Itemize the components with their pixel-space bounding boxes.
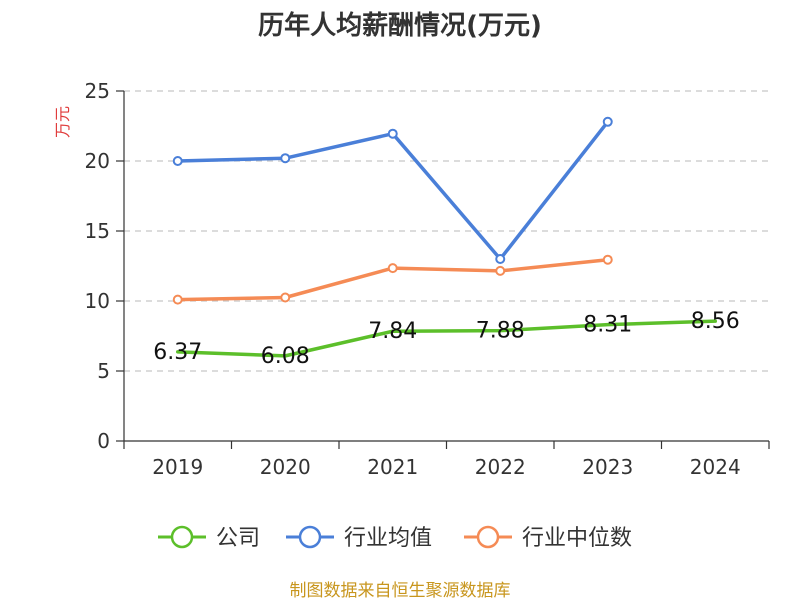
legend-label: 公司 (216, 526, 260, 551)
data-label: 8.31 (583, 313, 632, 338)
x-tick-label: 2022 (475, 455, 526, 479)
data-point (172, 294, 183, 305)
y-tick-label: 20 (85, 149, 110, 173)
data-label: 6.08 (261, 344, 310, 369)
x-tick-label: 2020 (260, 455, 311, 479)
legend-item-0[interactable]: 公司 (158, 525, 260, 551)
data-point (495, 265, 506, 276)
series-1 (172, 116, 613, 264)
source-note: 制图数据来自恒生聚源数据库 (290, 581, 511, 600)
data-point (280, 153, 291, 164)
y-tick-label: 5 (97, 359, 110, 383)
data-point (495, 254, 506, 264)
x-tick-label: 2023 (582, 455, 633, 479)
data-label: 6.37 (153, 340, 202, 365)
y-tick-label: 25 (85, 79, 110, 103)
series-2 (172, 254, 613, 305)
series-line (176, 120, 610, 261)
x-tick-label: 2019 (152, 455, 203, 479)
y-axis-label: 万元 (53, 106, 72, 138)
legend-marker (476, 525, 500, 549)
data-point (387, 128, 398, 139)
y-tick-label: 10 (85, 289, 110, 313)
data-label: 7.84 (368, 319, 417, 344)
legend-marker (298, 525, 322, 549)
y-tick-label: 15 (85, 219, 110, 243)
legend: 公司 行业均值 行业中位数 (158, 525, 632, 551)
series-0: 6.37 6.08 7.84 7.88 8.31 8.56 (153, 309, 739, 369)
data-point (602, 116, 613, 127)
data-label: 8.56 (691, 309, 740, 334)
legend-item-1[interactable]: 行业均值 (286, 525, 432, 551)
data-point (602, 254, 613, 265)
y-tick-label: 0 (97, 429, 110, 453)
x-tick-label: 2024 (690, 455, 741, 479)
series-group: 6.37 6.08 7.84 7.88 8.31 8.56 (153, 116, 740, 369)
data-point (280, 292, 291, 303)
axes: 0 5 10 15 20 25 2019 2020 2021 2022 2023 2024 (85, 79, 770, 479)
legend-item-2[interactable]: 行业中位数 (464, 525, 632, 551)
chart-title: 历年人均薪酬情况(万元) (258, 10, 542, 41)
data-point (387, 263, 398, 274)
data-point (172, 156, 183, 166)
series-line (176, 319, 717, 358)
legend-label: 行业中位数 (522, 526, 632, 551)
legend-label: 行业均值 (344, 526, 432, 551)
legend-marker (170, 525, 194, 549)
gridlines (124, 90, 769, 372)
data-label: 7.88 (476, 319, 525, 344)
x-tick-label: 2021 (367, 455, 418, 479)
